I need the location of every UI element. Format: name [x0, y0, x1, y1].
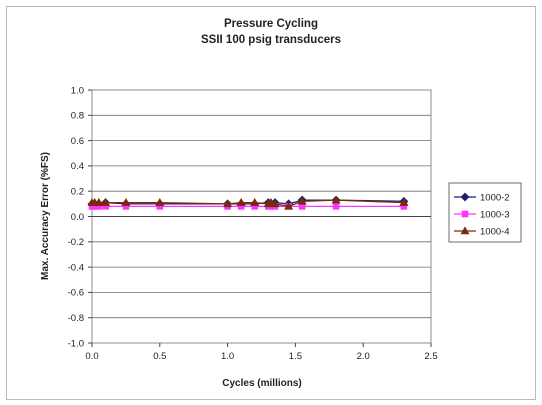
series-1000-4 [87, 195, 409, 210]
data-point [155, 197, 165, 206]
series-line [92, 199, 404, 208]
y-tick-label: -1.0 [68, 338, 84, 349]
data-point [121, 197, 131, 206]
data-point [101, 197, 111, 206]
legend-entry: 1000-4 [454, 226, 510, 237]
chart-title-line-1: Pressure Cycling [224, 18, 318, 30]
x-tick-label: 0.0 [85, 351, 98, 362]
data-point [250, 197, 260, 206]
data-point [94, 197, 104, 206]
y-tick-label: -0.6 [68, 288, 84, 299]
y-tick-label: 0.2 [71, 187, 84, 198]
legend-swatch-marker [460, 226, 470, 235]
data-point [297, 196, 307, 205]
x-tick-label: 0.5 [153, 351, 166, 362]
y-axis-label: Max. Accuracy Error (%FS) [40, 152, 51, 280]
legend-box [448, 182, 522, 243]
chart-title-line-2: SSII 100 psig transducers [201, 34, 341, 46]
x-tick-label: 1.0 [221, 351, 234, 362]
data-point [399, 197, 409, 206]
y-tick-label: 0.6 [71, 136, 84, 147]
y-tick-label: 0.8 [71, 111, 84, 122]
data-point [331, 195, 341, 204]
data-point [223, 199, 233, 208]
data-point [332, 203, 340, 210]
legend-entry: 1000-3 [454, 209, 510, 220]
legend-label: 1000-3 [480, 209, 510, 220]
y-tick-label: -0.2 [68, 237, 84, 248]
legend-label: 1000-2 [480, 192, 510, 203]
legend-label: 1000-4 [480, 226, 510, 237]
x-tick-label: 2.5 [424, 351, 437, 362]
y-tick-label: 0.0 [71, 212, 84, 223]
y-tick-label: -0.4 [68, 262, 84, 273]
x-tick-label: 2.0 [357, 351, 370, 362]
data-point [236, 197, 246, 206]
x-axis-ticks: 0.0 0.5 1.0 1.5 2.0 2.5 [85, 216, 438, 362]
legend-entry: 1000-2 [454, 192, 510, 203]
data-point [270, 199, 280, 208]
y-axis-ticks: 1.0 0.8 0.6 0.4 0.2 0.0 -0.2 -0.4 -0.6 -0.8 -1.0 [68, 85, 92, 349]
x-axis-label: Cycles (millions) [222, 378, 301, 389]
legend-swatch-marker [460, 192, 470, 202]
legend: 1000-2 1000-3 1000-4 [448, 182, 522, 243]
y-tick-label: -0.8 [68, 313, 84, 324]
data-point [284, 201, 294, 210]
y-tick-label: 1.0 [71, 85, 84, 96]
y-tick-label: 0.4 [71, 161, 84, 172]
legend-swatch-marker [461, 210, 469, 218]
series-layer [87, 195, 409, 210]
x-tick-label: 1.5 [289, 351, 302, 362]
